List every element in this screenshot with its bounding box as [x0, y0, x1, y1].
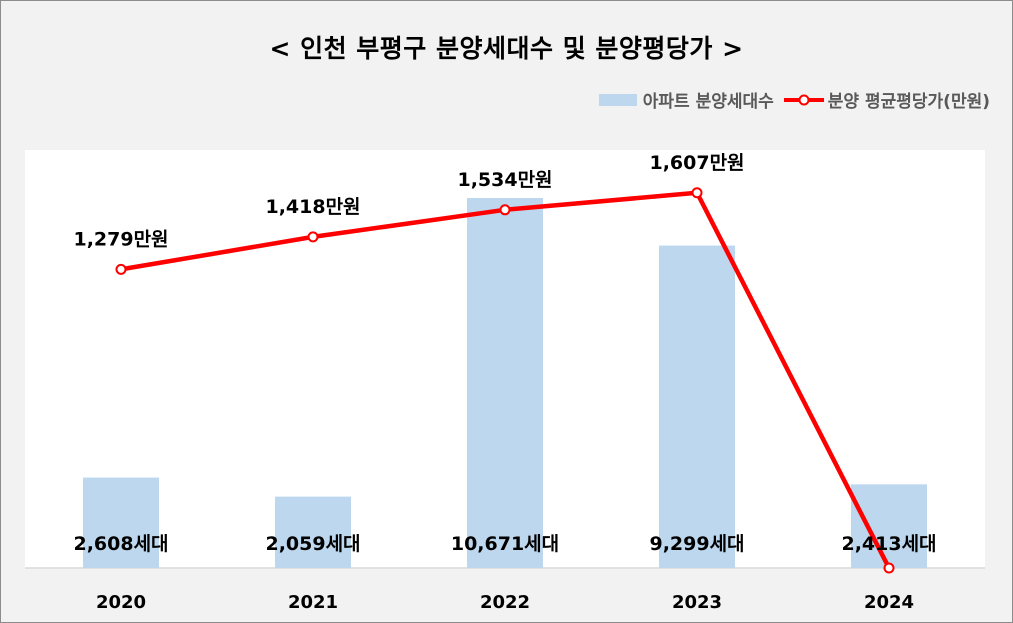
line-label-2022: 1,534만원 — [457, 169, 552, 191]
x-tick-2020: 2020 — [96, 592, 146, 613]
legend-bar-label: 아파트 분양세대수 — [642, 92, 774, 112]
x-tick-2021: 2021 — [288, 592, 338, 613]
line-point-2021 — [307, 231, 319, 243]
bar-2020 — [83, 477, 159, 568]
line-point-2020 — [115, 263, 127, 275]
legend-line-swatch — [783, 94, 824, 105]
line-point-2022 — [499, 204, 511, 216]
x-tick-2023: 2023 — [672, 592, 722, 613]
line-label-2023: 1,607만원 — [649, 152, 744, 174]
line-label-2020: 1,279만원 — [73, 228, 168, 250]
legend: 아파트 분양세대수 분양 평균평당가(만원) — [598, 87, 990, 112]
bar-2023 — [659, 245, 735, 568]
x-tick-2024: 2024 — [864, 592, 914, 613]
line-point-2024 — [883, 562, 895, 574]
bar-label-2024: 2,413세대 — [841, 533, 936, 555]
line-point-2023 — [691, 187, 703, 199]
bar-2022 — [467, 198, 543, 568]
bar-label-2021: 2,059세대 — [265, 533, 360, 555]
chart-title: < 인천 부평구 분양세대수 및 분양평당가 > — [269, 34, 744, 63]
x-tick-2022: 2022 — [480, 592, 530, 613]
bar-label-2020: 2,608세대 — [73, 533, 168, 555]
bar-label-2022: 10,671세대 — [451, 533, 559, 555]
line-label-2021: 1,418만원 — [265, 196, 360, 218]
bar-2024 — [851, 484, 927, 568]
bar-label-2023: 9,299세대 — [649, 533, 744, 555]
legend-line-label: 분양 평균평당가(만원) — [827, 92, 990, 112]
legend-bar-swatch — [598, 93, 637, 106]
bar-2021 — [275, 496, 351, 568]
